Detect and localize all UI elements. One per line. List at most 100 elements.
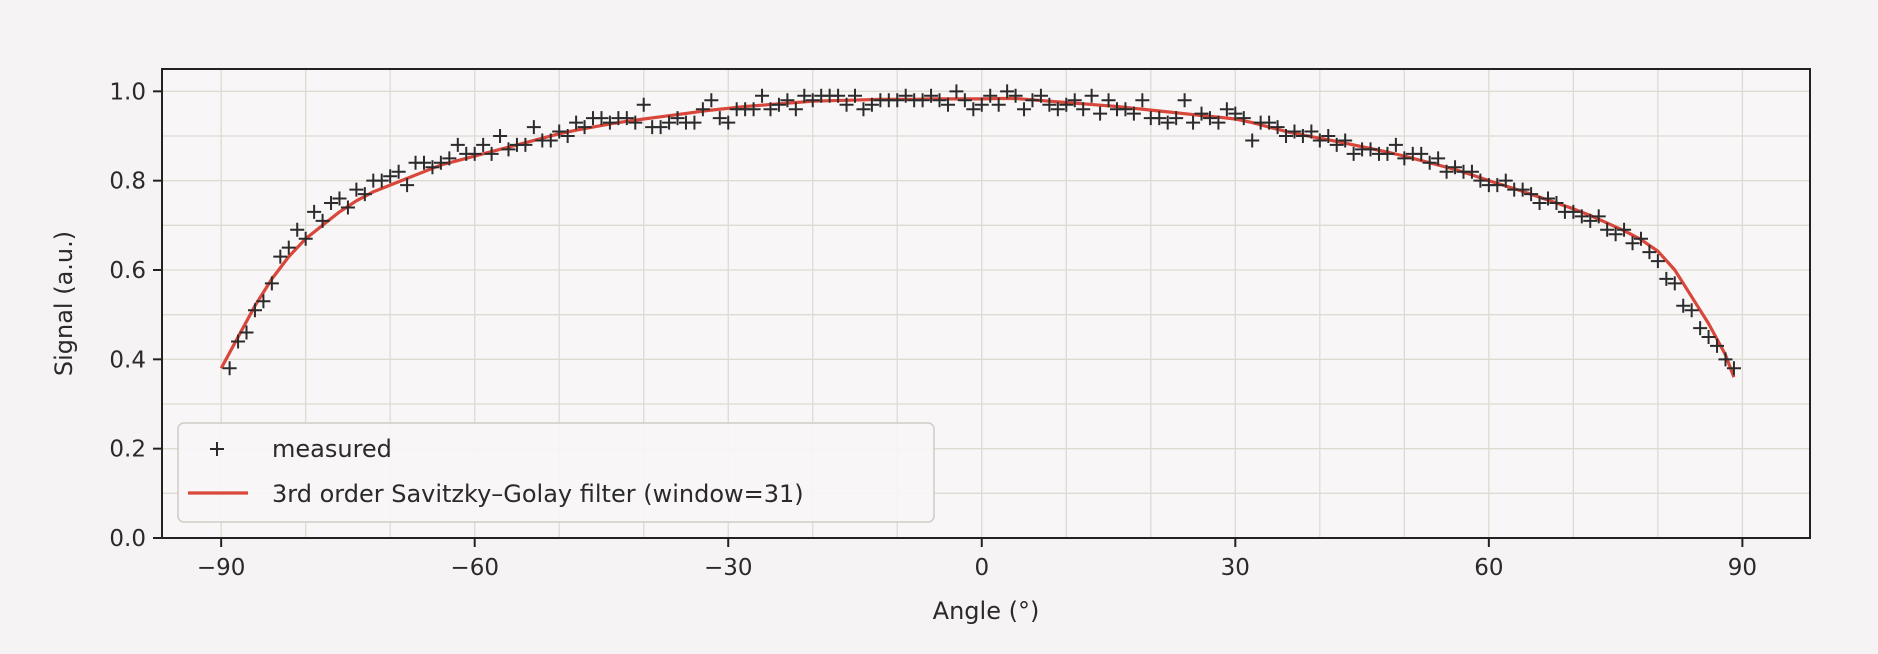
data-point — [1304, 124, 1319, 139]
legend-box — [177, 422, 935, 523]
data-point — [662, 115, 677, 130]
data-point — [493, 129, 508, 143]
data-point — [1566, 204, 1581, 219]
data-point — [915, 93, 930, 108]
data-point — [1524, 187, 1539, 202]
data-point — [797, 88, 812, 103]
data-point — [687, 115, 702, 130]
data-point — [1549, 196, 1564, 210]
data-point — [256, 294, 271, 309]
data-point — [1701, 330, 1716, 344]
data-point — [1160, 115, 1175, 130]
data-point — [290, 222, 305, 237]
data-point — [1076, 102, 1091, 117]
data-point — [518, 137, 533, 152]
x-tick-label: −30 — [704, 555, 753, 581]
data-point — [1270, 120, 1285, 135]
data-point — [239, 325, 254, 340]
x-tick-label: 60 — [1474, 555, 1503, 581]
data-point — [391, 164, 406, 179]
y-tick-label: 0.0 — [109, 526, 146, 552]
data-point — [1321, 129, 1336, 143]
data-point — [1464, 164, 1479, 179]
data-point — [1718, 352, 1733, 367]
data-point — [1211, 115, 1226, 130]
data-point — [1135, 93, 1150, 108]
data-point — [560, 129, 575, 143]
data-point — [1338, 133, 1353, 148]
data-point — [1617, 222, 1632, 237]
data-point — [788, 102, 803, 117]
data-point — [1033, 88, 1048, 103]
data-point — [1515, 182, 1530, 197]
data-point — [1541, 191, 1556, 206]
data-point — [898, 88, 913, 103]
data-point — [1042, 97, 1057, 112]
data-point — [1498, 173, 1513, 188]
data-point — [1676, 298, 1691, 313]
data-point — [501, 142, 516, 157]
data-point — [247, 303, 262, 318]
data-point — [315, 213, 330, 228]
data-point — [1473, 173, 1488, 188]
data-point — [1388, 137, 1403, 152]
data-point — [1431, 151, 1446, 166]
data-point — [1245, 133, 1260, 148]
data-point — [1295, 129, 1310, 143]
data-point — [1608, 227, 1623, 242]
x-axis-title: Angle (°) — [933, 597, 1040, 625]
data-point — [1422, 155, 1437, 170]
legend-label-fit: 3rd order Savitzky–Golay filter (window=… — [272, 480, 804, 508]
data-point — [755, 88, 770, 103]
data-point — [552, 124, 567, 139]
data-point — [848, 88, 863, 103]
data-point — [1650, 254, 1665, 269]
data-point — [374, 173, 389, 188]
data-point — [763, 102, 778, 117]
data-point — [1684, 303, 1699, 318]
data-point — [1329, 137, 1344, 152]
data-point — [1693, 321, 1708, 336]
data-point — [1279, 129, 1294, 143]
data-point — [569, 115, 584, 130]
data-point — [1067, 93, 1082, 108]
data-point — [416, 155, 431, 170]
data-point — [1219, 102, 1234, 117]
x-tick-label: −90 — [197, 555, 246, 581]
data-point — [1397, 151, 1412, 166]
data-point — [1084, 88, 1099, 103]
data-point — [1118, 102, 1133, 117]
legend-label-measured: measured — [272, 435, 392, 463]
axis-ticks: −90 −60 −30 0 30 60 90 0.0 0.2 0.4 0.6 0.8 1.0 — [109, 79, 1757, 581]
data-point — [1101, 93, 1116, 108]
data-point — [949, 84, 964, 99]
data-point — [1710, 338, 1725, 353]
data-point — [721, 115, 736, 130]
data-point — [332, 191, 347, 206]
data-point — [425, 160, 440, 175]
data-point — [1152, 111, 1167, 126]
data-point — [957, 93, 972, 108]
data-point — [695, 102, 710, 117]
data-point — [1490, 178, 1505, 193]
data-point — [831, 88, 846, 103]
x-tick-label: 0 — [974, 555, 989, 581]
data-point — [890, 93, 905, 108]
data-point — [349, 182, 364, 197]
data-point — [1633, 231, 1648, 246]
data-point — [780, 93, 795, 108]
data-point — [1380, 146, 1395, 161]
data-point — [298, 231, 313, 246]
data-point — [864, 97, 879, 112]
data-point — [1017, 102, 1032, 117]
data-point — [1346, 146, 1361, 161]
data-point — [1414, 146, 1429, 161]
data-point — [1439, 164, 1454, 179]
plot-frame — [161, 68, 1811, 539]
data-point — [543, 133, 558, 148]
data-point — [712, 111, 727, 126]
legend-plus — [210, 442, 224, 456]
data-point — [526, 120, 541, 135]
